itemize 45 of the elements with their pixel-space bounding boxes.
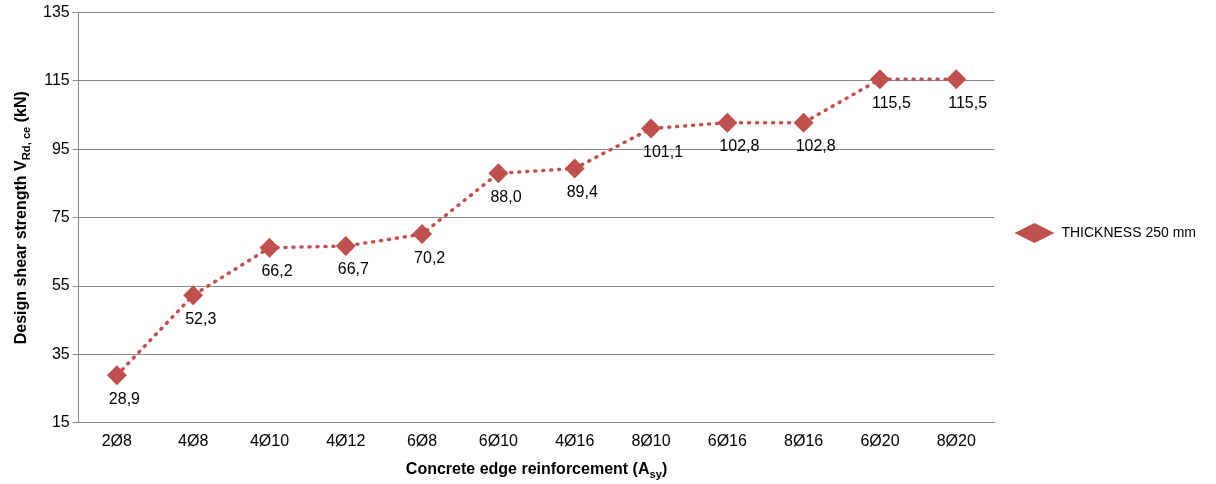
point <box>869 69 890 90</box>
data-label: 115,5 <box>871 93 911 111</box>
data-label: 102,8 <box>795 137 836 155</box>
x-tick-label: 4Ø8 <box>178 431 209 449</box>
data-label: 66,2 <box>261 262 293 280</box>
y-tick-label: 15 <box>51 413 70 431</box>
data-label: 28,9 <box>108 389 141 407</box>
data-label: 66,7 <box>337 260 370 278</box>
data-label: 101,1 <box>643 142 684 160</box>
x-tick-label: 8Ø20 <box>936 431 976 449</box>
y-tick-label: 55 <box>51 276 70 294</box>
x-tick-label: 6Ø20 <box>860 431 900 449</box>
point <box>946 69 967 90</box>
x-tick-label: 6Ø16 <box>707 431 747 449</box>
data-label: 52,3 <box>185 309 217 327</box>
x-tick-label: 4Ø16 <box>555 431 595 449</box>
y-tick-label: 135 <box>42 3 70 21</box>
legend-label: THICKNESS 250 mm <box>1061 223 1197 240</box>
point <box>106 365 127 386</box>
x-tick-label: 8Ø16 <box>784 431 824 449</box>
point <box>412 224 433 245</box>
data-label: 102,8 <box>719 137 760 155</box>
x-tick-label: 4Ø12 <box>326 431 366 449</box>
point <box>335 236 356 257</box>
y-tick-label: 95 <box>51 139 70 157</box>
x-tick-label: 2Ø8 <box>101 431 133 449</box>
x-tick-label: 4Ø10 <box>249 431 290 449</box>
y-tick-label: 115 <box>44 71 70 89</box>
point <box>183 285 204 306</box>
data-label: 89,4 <box>566 182 598 200</box>
point <box>717 112 738 133</box>
x-tick-label: 6Ø8 <box>406 431 438 449</box>
y-tick-label: 75 <box>51 208 70 226</box>
data-label: 70,2 <box>414 248 446 266</box>
point <box>793 112 814 133</box>
point <box>641 118 662 139</box>
data-label: 115,5 <box>948 93 988 111</box>
point <box>564 158 585 179</box>
data-label: 88,0 <box>490 187 522 205</box>
x-tick-label: 6Ø10 <box>478 431 519 449</box>
x-tick-label: 8Ø10 <box>631 431 671 449</box>
y-axis-title: Design shear strength VRd, ce (kN) <box>12 91 32 345</box>
point <box>488 163 509 184</box>
y-tick-label: 35 <box>51 344 70 362</box>
point <box>259 237 280 258</box>
